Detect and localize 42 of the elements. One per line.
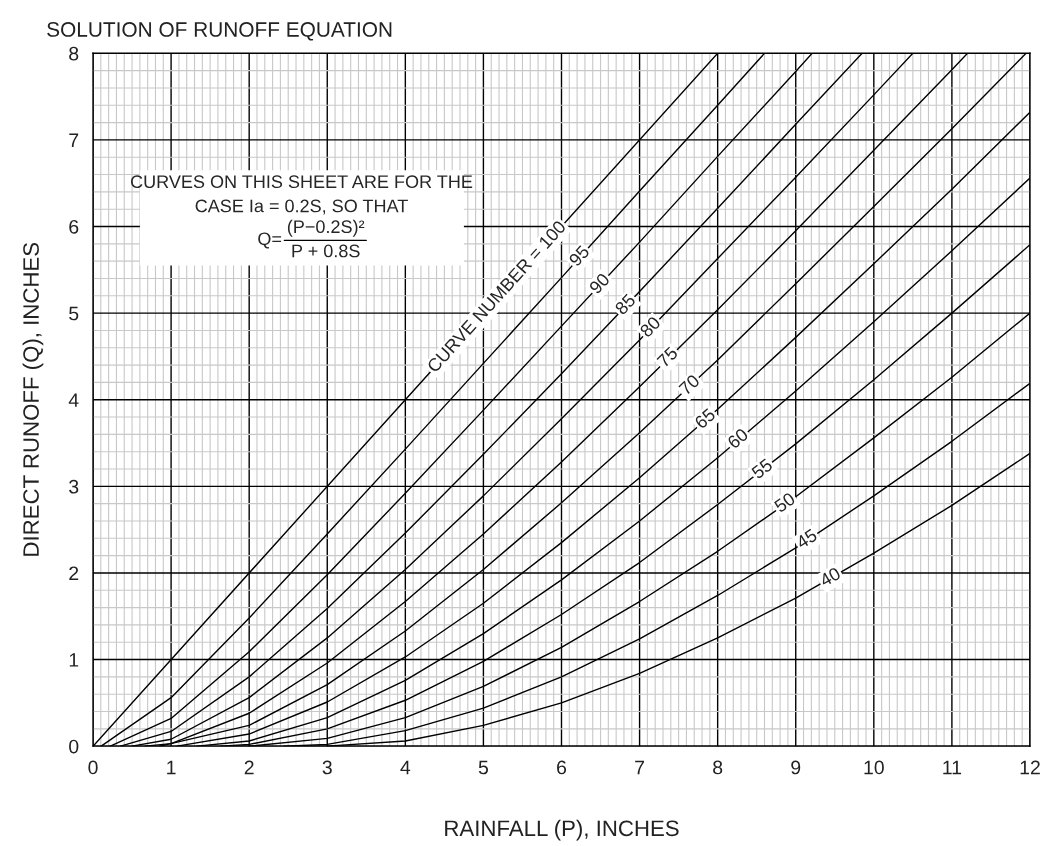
y-tick-label: 3: [69, 479, 79, 494]
annotation: CURVES ON THIS SHEET ARE FOR THE: [130, 175, 473, 189]
annotation: 75: [656, 346, 679, 369]
x-tick-label: 4: [400, 760, 411, 775]
annotation: 85: [614, 293, 637, 316]
x-tick-label: 6: [557, 760, 567, 775]
x-tick-label: 0: [88, 760, 98, 775]
y-tick-label: 4: [68, 393, 79, 407]
x-axis-title: RAINFALL (P), INCHES: [445, 819, 679, 841]
annotation: CASE Ia = 0.2S, SO THAT: [195, 199, 408, 215]
annotation: 90: [588, 272, 611, 295]
y-axis-title: DIRECT RUNOFF (Q), INCHES: [22, 242, 44, 556]
annotation: 55: [750, 458, 774, 480]
y-tick-label: 8: [69, 46, 79, 61]
annotation: 50: [773, 491, 796, 514]
x-tick-label: 1: [167, 760, 176, 775]
x-tick-label: 9: [791, 760, 801, 775]
annotation: 70: [678, 373, 701, 396]
x-tick-label: 5: [478, 760, 489, 775]
y-tick-label: 6: [69, 219, 79, 234]
x-tick-label: 12: [1020, 760, 1040, 775]
y-tick-label: 0: [69, 739, 79, 754]
annotation: P + 0.8S: [292, 244, 360, 258]
y-tick-label: 1: [69, 653, 79, 667]
y-tick-label: 5: [69, 306, 79, 321]
x-tick-label: 10: [864, 760, 884, 775]
x-tick-label: 8: [713, 760, 723, 775]
x-tick-label: 3: [322, 760, 332, 775]
annotation: 45: [795, 528, 818, 550]
annotation: 95: [568, 244, 591, 267]
annotation: 40: [818, 566, 842, 588]
annotation: 80: [639, 315, 662, 338]
chart-title: SOLUTION OF RUNOFF EQUATION: [47, 22, 392, 41]
y-tick-label: 2: [69, 566, 79, 580]
x-tick-label: 11: [943, 760, 962, 775]
x-tick-label: 7: [635, 760, 645, 775]
y-tick-label: 7: [69, 133, 79, 147]
x-tick-label: 2: [244, 760, 254, 775]
annotation: (P−0.2S)²: [287, 219, 365, 237]
annotation: 60: [726, 427, 749, 450]
annotation: 65: [693, 407, 717, 430]
annotation: Q=: [258, 232, 282, 249]
